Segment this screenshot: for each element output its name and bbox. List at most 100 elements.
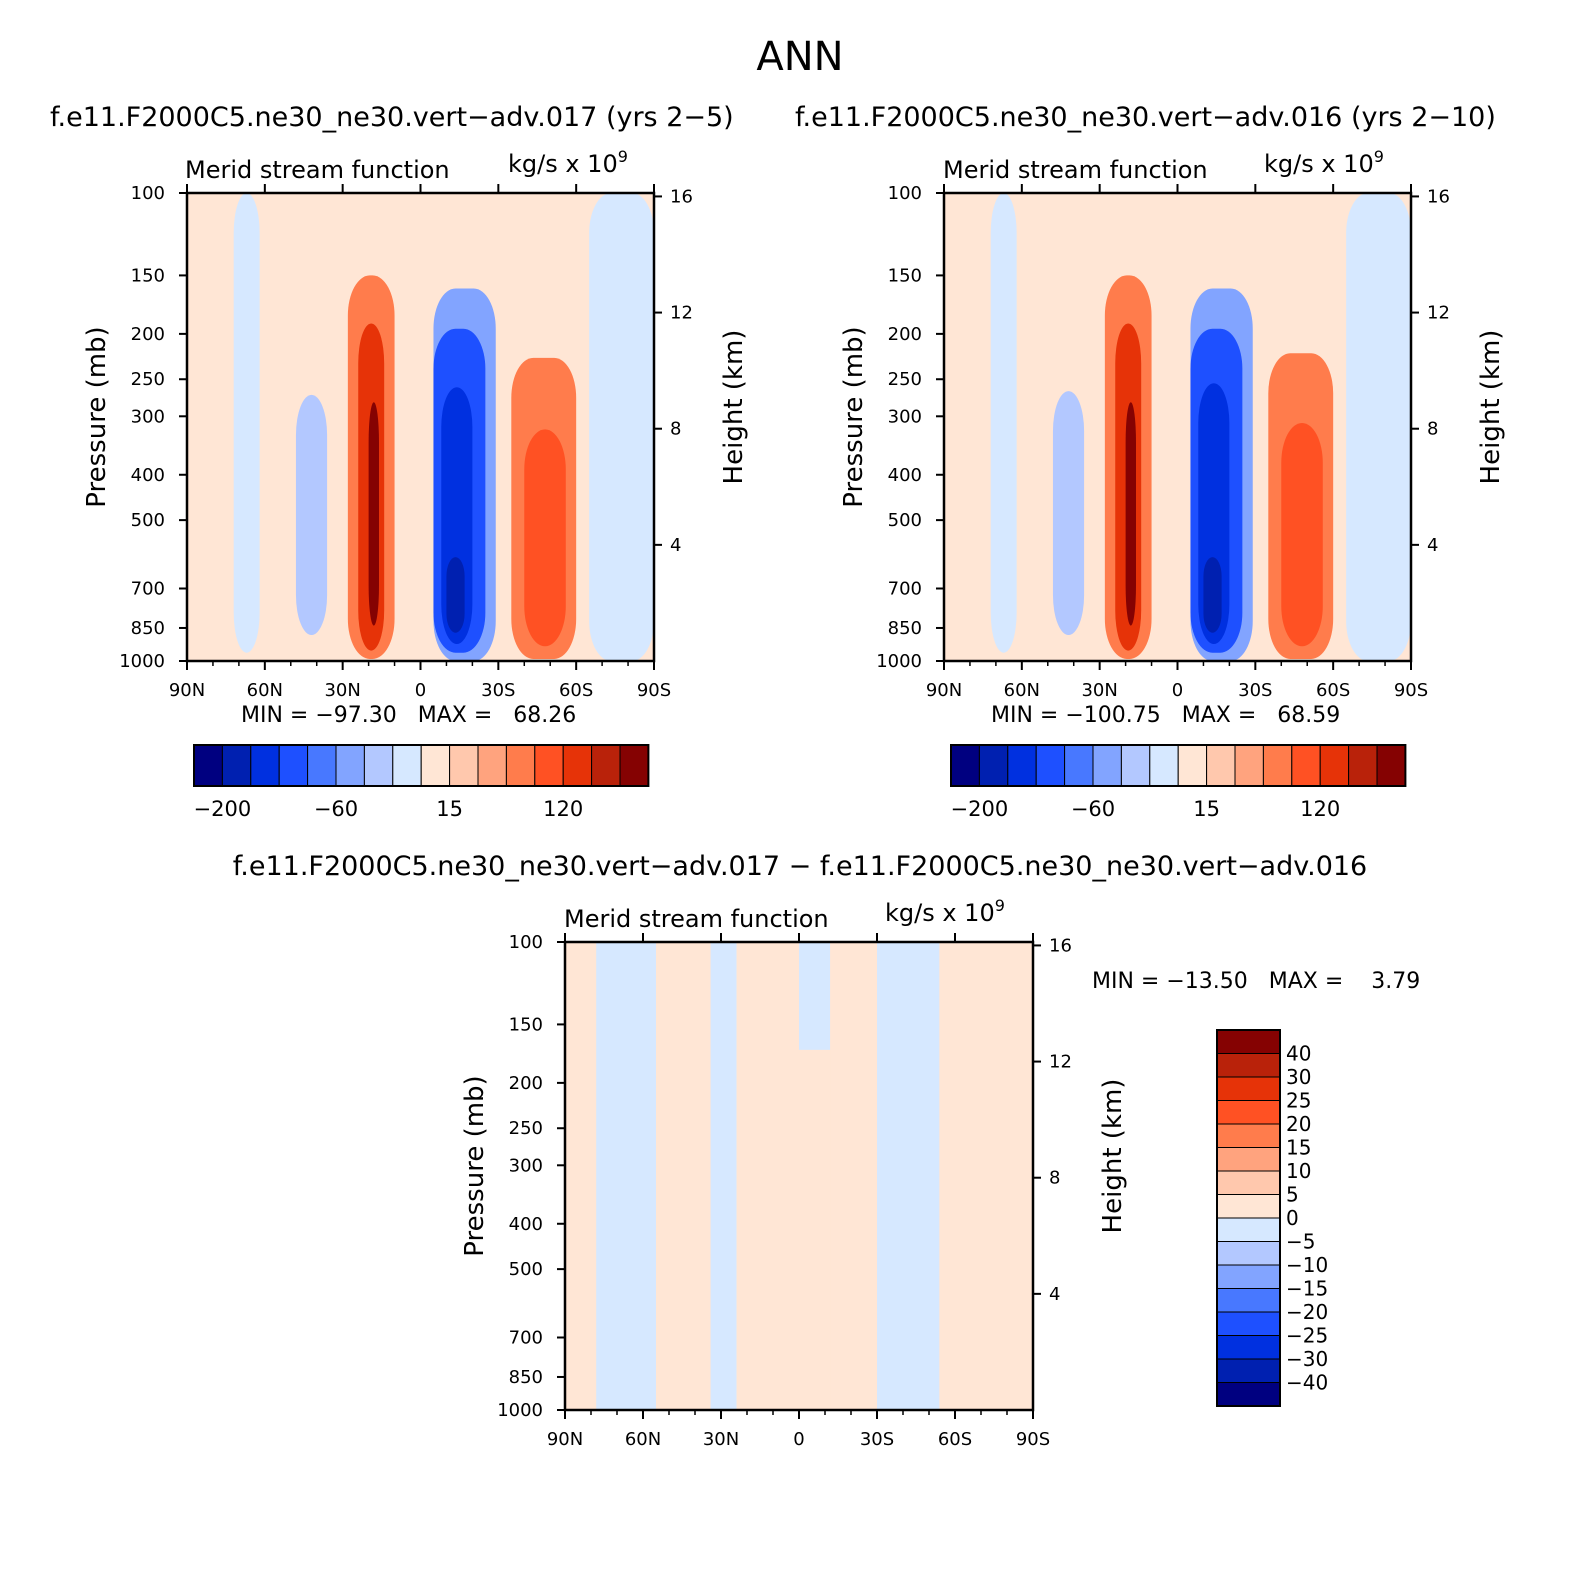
contour-cell-3: [710, 942, 737, 1410]
colorbar-label: −15: [1286, 1277, 1328, 1301]
colorbar-label: 0: [1286, 1206, 1299, 1230]
colorbar-box: [1092, 744, 1122, 787]
lat-tick-label: 30N: [324, 680, 360, 701]
height-tick-label: 8: [1427, 419, 1438, 440]
contour-cell-11: [524, 429, 566, 647]
pressure-tick-label: 700: [888, 579, 922, 600]
pressure-tick-label: 1000: [497, 1400, 543, 1421]
colorbar-label: −10: [1286, 1253, 1328, 1277]
pressure-tick-label: 250: [131, 369, 165, 390]
colorbar-box: [250, 744, 280, 787]
panel-1-units-exp: 9: [618, 147, 628, 166]
colorbar-box: [449, 744, 479, 787]
colorbar-box: [1216, 1288, 1281, 1313]
colorbar-box: [363, 744, 394, 787]
colorbar-label: −200: [194, 797, 252, 821]
colorbar-label: −60: [1071, 797, 1115, 821]
contour-cell-1: [596, 942, 656, 1410]
pressure-tick-label: 300: [888, 406, 922, 427]
panel-2-plot: 100 150 200 250 300 400 500 700 850 1000 4 8 12 16 90N…: [839, 183, 1506, 701]
colorbar-box: [1291, 744, 1321, 787]
y-axis-label: Pressure (mb): [460, 1075, 490, 1256]
lat-tick-label: 30S: [481, 680, 515, 701]
colorbar-box: [1216, 1123, 1281, 1148]
colorbar-box: [1216, 1264, 1281, 1289]
panel-2-units-exp: 9: [1374, 147, 1384, 166]
pressure-tick-label: 150: [888, 265, 922, 286]
panel-1-units: kg/s x 109: [508, 147, 628, 178]
colorbar-box: [1177, 744, 1208, 787]
contour-cell-2: [656, 942, 711, 1410]
colorbar-box: [1376, 744, 1406, 787]
contour-cell-7: [877, 942, 940, 1410]
pressure-tick-label: 850: [509, 1367, 543, 1388]
y-axis-label: Pressure (mb): [82, 326, 112, 507]
contour-cell-2: [295, 394, 328, 636]
contour-cell-12: [589, 193, 654, 661]
panel-2-units-base: kg/s x 10: [1264, 150, 1374, 178]
contour-cell-0: [187, 193, 234, 661]
height-tick-label: 16: [1049, 935, 1072, 956]
lat-tick-label: 30S: [860, 1429, 894, 1450]
panel-1-subtitle: Merid stream function: [185, 156, 450, 184]
contour-cell-9: [446, 557, 465, 633]
colorbar-label: 25: [1286, 1089, 1311, 1113]
pressure-tick-label: 1000: [119, 651, 165, 672]
lat-tick-label: 30S: [1238, 680, 1272, 701]
colorbar-label: 120: [1300, 797, 1340, 821]
contour-cell-9: [1203, 557, 1222, 633]
colorbar-label: 40: [1286, 1042, 1311, 1066]
pressure-tick-label: 850: [888, 618, 922, 639]
contour-cell-5: [368, 402, 379, 626]
colorbar-box: [1216, 1053, 1281, 1078]
colorbar-box: [534, 744, 564, 787]
lat-tick-label: 0: [1172, 680, 1183, 701]
colorbar-label: 15: [1286, 1136, 1311, 1160]
height-tick-label: 8: [1049, 1168, 1060, 1189]
colorbar-box: [1007, 744, 1037, 787]
y2-axis-label: Height (km): [1098, 1079, 1128, 1234]
colorbar-frame: [1216, 1029, 1281, 1407]
pressure-tick-label: 500: [888, 510, 922, 531]
colorbar-box: [1319, 744, 1350, 787]
colorbar-box: [591, 744, 621, 787]
pressure-tick-label: 700: [509, 1328, 543, 1349]
colorbar-box: [1348, 744, 1378, 787]
colorbar-box: [221, 744, 252, 787]
colorbar-box: [278, 744, 309, 787]
contour-cell-1: [990, 193, 1017, 653]
lat-tick-label: 0: [415, 680, 426, 701]
height-tick-label: 12: [670, 303, 693, 324]
pressure-tick-label: 100: [888, 183, 922, 204]
pressure-tick-label: 500: [131, 510, 165, 531]
panel-1-units-base: kg/s x 10: [508, 150, 618, 178]
lat-tick-label: 60N: [1004, 680, 1040, 701]
panel-3-plot: 100 150 200 250 300 400 500 700 850 1000 4 8 12 16 90N…: [460, 932, 1128, 1450]
panel-1-case-title: f.e11.F2000C5.ne30_ne30.vert−adv.017 (yr…: [50, 102, 734, 133]
lat-tick-label: 90S: [1016, 1429, 1050, 1450]
colorbar-box: [1206, 744, 1236, 787]
panel-difference: f.e11.F2000C5.ne30_ne30.vert−adv.017 − f…: [233, 851, 1420, 1450]
pressure-tick-label: 200: [888, 324, 922, 345]
height-tick-label: 4: [1049, 1284, 1060, 1305]
colorbar-label: 10: [1286, 1159, 1311, 1183]
panel-2-colorbar: −200 −60 15 120: [950, 744, 1407, 821]
colorbar-box: [1216, 1170, 1281, 1195]
colorbar-box: [1234, 744, 1264, 787]
pressure-tick-label: 300: [131, 406, 165, 427]
colorbar-label: 30: [1286, 1065, 1311, 1089]
height-tick-label: 12: [1427, 303, 1450, 324]
colorbar-label: 120: [543, 797, 583, 821]
height-tick-label: 4: [670, 535, 681, 556]
panel-1-plot: 100 150 200 250 300 400 500 700 850 1000 4 8 12 16 90N…: [82, 183, 749, 701]
height-tick-label: 8: [670, 419, 681, 440]
colorbar-box: [1216, 1335, 1281, 1360]
colorbar-box: [392, 744, 422, 787]
pressure-tick-label: 150: [131, 265, 165, 286]
y2-axis-label: Height (km): [1476, 330, 1506, 485]
pressure-tick-label: 250: [509, 1118, 543, 1139]
panel-case-2: f.e11.F2000C5.ne30_ne30.vert−adv.016 (yr…: [795, 102, 1506, 821]
contour-cell-6: [830, 942, 877, 1410]
lat-tick-label: 60S: [1316, 680, 1350, 701]
y2-axis-label: Height (km): [719, 330, 749, 485]
